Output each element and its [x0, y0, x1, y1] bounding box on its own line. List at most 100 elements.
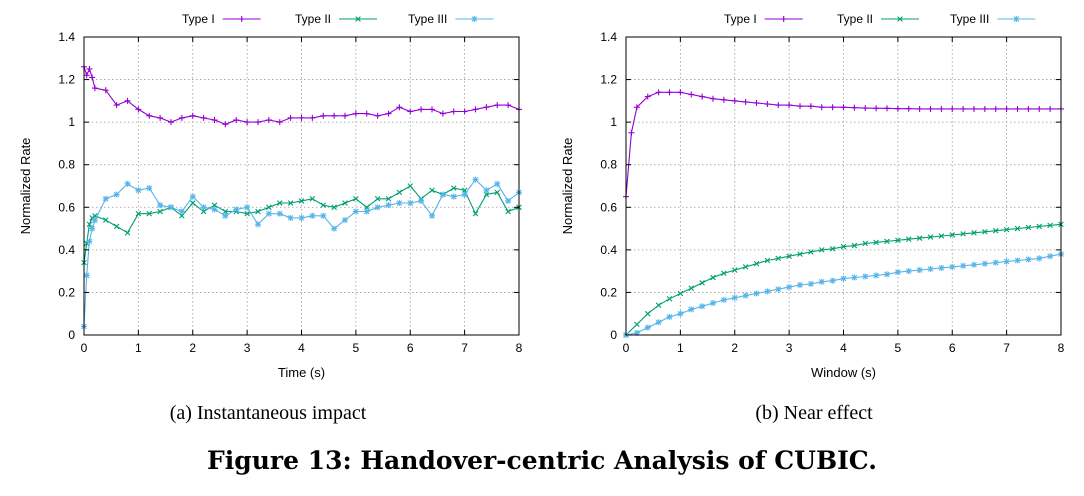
data-point-type-iii: [688, 306, 695, 313]
legend: Type I Type II Type III: [724, 12, 1036, 26]
data-point-type-i: [1036, 105, 1043, 112]
data-point-type-ii: [179, 213, 185, 219]
x-tick-label: 7: [461, 341, 468, 355]
data-point-type-i: [1025, 105, 1032, 112]
legend-marker-type-iii: [471, 16, 478, 22]
data-point-type-i: [102, 87, 109, 94]
data-point-type-iii: [720, 296, 727, 303]
data-point-type-iii: [851, 274, 858, 281]
data-point-type-i: [905, 105, 912, 112]
data-point-type-iii: [666, 313, 673, 320]
data-point-type-ii: [135, 210, 142, 217]
data-point-type-ii: [385, 195, 392, 202]
x-tick-label: 5: [895, 341, 902, 355]
data-point-type-i: [407, 108, 414, 115]
data-point-type-i: [178, 114, 185, 121]
data-point-type-i: [1047, 105, 1054, 112]
data-point-type-ii: [634, 321, 640, 328]
data-point-type-i: [851, 104, 858, 111]
data-point-type-ii: [298, 198, 305, 204]
data-point-type-iii: [439, 191, 446, 198]
data-point-type-iii: [287, 214, 294, 221]
data-point-type-ii: [244, 210, 250, 217]
y-tick-label: 1.4: [600, 30, 617, 44]
y-tick-label: 0.2: [600, 285, 617, 299]
x-tick-label: 3: [786, 341, 793, 355]
series-type-iii: [623, 251, 1064, 338]
data-point-type-ii: [146, 210, 153, 217]
data-point-type-ii: [266, 204, 272, 211]
data-point-type-iii: [157, 202, 164, 209]
data-point-type-i: [244, 119, 251, 126]
data-point-type-ii: [1047, 222, 1053, 229]
data-point-type-ii: [472, 210, 479, 217]
data-point-type-iii: [644, 324, 651, 331]
data-point-type-i: [374, 112, 381, 119]
data-point-type-ii: [1025, 224, 1032, 231]
data-point-type-iii: [1036, 255, 1043, 262]
data-point-type-iii: [797, 281, 803, 288]
x-tick-label: 0: [81, 341, 88, 355]
x-tick-label: 0: [623, 341, 630, 355]
data-point-type-i: [628, 129, 635, 136]
data-point-type-ii: [494, 189, 501, 196]
data-point-type-iii: [450, 193, 457, 200]
data-point-type-iii: [168, 204, 174, 211]
data-point-type-ii: [666, 296, 673, 302]
data-point-type-iii: [992, 259, 999, 266]
series-type-ii: [81, 183, 522, 266]
y-tick-label: 1.2: [58, 73, 75, 87]
data-point-type-iii: [244, 204, 251, 211]
data-point-type-ii: [276, 200, 283, 206]
data-point-type-iii: [429, 212, 435, 219]
data-point-type-i: [429, 106, 435, 113]
data-point-type-iii: [233, 206, 240, 213]
data-point-type-iii: [927, 266, 934, 273]
y-tick-label: 1.4: [58, 30, 75, 44]
data-point-type-i: [483, 104, 490, 111]
data-point-type-ii: [407, 183, 414, 189]
data-point-type-ii: [1003, 226, 1010, 233]
x-tick-label: 2: [189, 341, 196, 355]
data-point-type-i: [352, 110, 359, 117]
data-point-type-iii: [807, 280, 814, 287]
legend-marker-type-iii: [1013, 16, 1020, 22]
data-point-type-ii: [222, 208, 229, 215]
data-point-type-i: [89, 74, 96, 81]
data-point-type-ii: [157, 208, 163, 215]
data-point-type-i: [331, 112, 338, 119]
data-point-type-i: [439, 110, 446, 117]
data-point-type-i: [960, 105, 967, 112]
data-point-type-iii: [89, 225, 96, 232]
data-point-type-iii: [200, 204, 207, 211]
series-line-type-ii: [83, 185, 520, 263]
data-point-type-ii: [916, 235, 923, 241]
data-point-type-iii: [86, 238, 93, 245]
legend-label-type-ii: Type II: [837, 12, 873, 26]
data-point-type-i: [742, 98, 749, 105]
data-point-type-ii: [255, 208, 261, 215]
data-point-type-i: [981, 105, 988, 112]
x-tick-label: 7: [1003, 341, 1010, 355]
data-point-type-iii: [374, 204, 381, 211]
data-point-type-i: [265, 117, 272, 124]
data-point-type-iii: [461, 191, 468, 198]
x-tick-label: 8: [516, 341, 523, 355]
y-tick-label: 1: [68, 115, 75, 129]
data-point-type-iii: [884, 271, 890, 278]
data-point-type-ii: [699, 280, 705, 286]
y-tick-label: 0: [68, 328, 75, 342]
data-point-type-i: [699, 93, 706, 100]
data-point-type-i: [807, 103, 814, 110]
data-point-type-iii: [146, 185, 153, 192]
chart-near-effect: 0 0.2 0.4 0.6 0.8 1 1.2 1.4 0 1 2 3 4 5 6 7 8 Window (s) N…: [560, 12, 1065, 380]
data-point-type-i: [764, 101, 771, 108]
legend-label-type-ii: Type II: [295, 12, 331, 26]
data-point-type-ii: [938, 233, 945, 239]
y-tick-label: 0.8: [58, 158, 75, 172]
x-axis-label: Time (s): [278, 365, 325, 380]
data-point-type-iii: [818, 278, 825, 285]
data-point-type-iii: [731, 294, 738, 301]
data-point-type-i: [287, 114, 294, 121]
data-point-type-ii: [342, 200, 348, 206]
